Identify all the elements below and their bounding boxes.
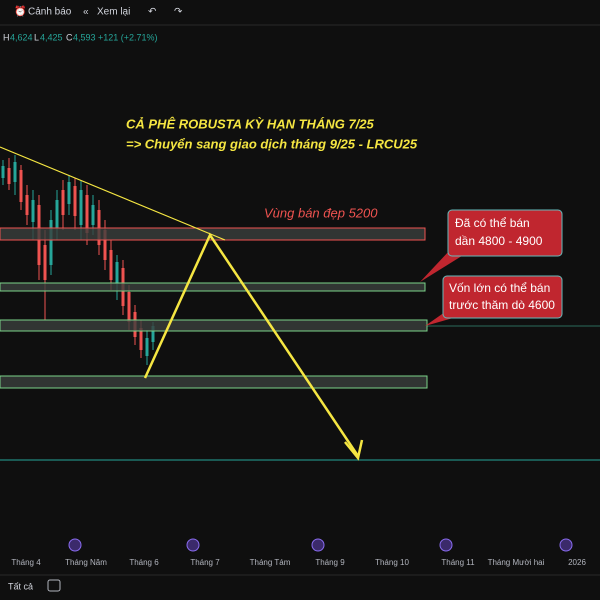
c-value: 4,593: [73, 32, 96, 42]
x-tick-label: Tháng 10: [375, 558, 409, 567]
callout-text: Đã có thể bán: [455, 216, 530, 230]
x-tick-label: Tháng 7: [190, 558, 220, 567]
callout-text: dần 4800 - 4900: [455, 234, 543, 248]
x-axis: Tháng 4 Tháng Năm Tháng 6 Tháng 7 Tháng Tám T…: [11, 558, 586, 567]
callout-text: Vốn lớn có thể bán: [449, 281, 550, 295]
subtitle: => Chuyển sang giao dịch tháng 9/25 - LR…: [126, 136, 418, 151]
x-tick-label: Tháng Mười hai: [488, 558, 545, 567]
l-value: 4,425: [40, 32, 63, 42]
l-label: L: [34, 32, 39, 42]
undo[interactable]: ↶: [148, 7, 156, 18]
trendline: [0, 146, 226, 241]
range-button[interactable]: Tất cả: [8, 581, 33, 591]
callout: [447, 209, 563, 257]
callout-pointer: [420, 250, 465, 282]
ohlc: H 4,624 L 4,425 C 4,593 +121 (+2.71%): [3, 32, 158, 42]
x-tick-label: Tháng 11: [441, 558, 475, 567]
h-value: 4,624: [10, 32, 33, 42]
title: CẢ PHÊ ROBUSTA KỲ HẠN THÁNG 7/25: [126, 116, 375, 131]
replay-icon[interactable]: «: [83, 7, 89, 18]
event-icons: [68, 538, 573, 552]
zone: [0, 319, 428, 332]
change: +121 (+2.71%): [98, 32, 158, 42]
alert-icon[interactable]: ⏰: [14, 5, 26, 18]
x-tick-label: Tháng 6: [129, 558, 159, 567]
callout-text: trước thăm dò 4600: [449, 298, 555, 312]
alert-button[interactable]: Cảnh báo: [28, 7, 72, 18]
zone-label: Vùng bán đẹp 5200: [264, 205, 378, 220]
x-tick-label: Tháng Năm: [65, 558, 107, 567]
toolbar: ⏰ Cảnh báo « Xem lại ↶ ↷: [14, 5, 183, 18]
x-tick-label: Tháng Tám: [250, 558, 291, 567]
projection-arrow: [143, 232, 360, 457]
x-tick-label: Tháng 4: [11, 558, 41, 567]
calendar-icon[interactable]: [47, 579, 61, 592]
zone: [0, 282, 426, 292]
arrow-head: [344, 439, 364, 461]
x-tick-label: Tháng 9: [315, 558, 345, 567]
h-label: H: [3, 32, 10, 42]
zone: [0, 375, 428, 389]
replay-button[interactable]: Xem lại: [97, 7, 130, 18]
redo[interactable]: ↷: [174, 7, 183, 18]
callout: [442, 275, 563, 319]
x-tick-label: 2026: [568, 558, 586, 567]
c-label: C: [66, 32, 73, 42]
